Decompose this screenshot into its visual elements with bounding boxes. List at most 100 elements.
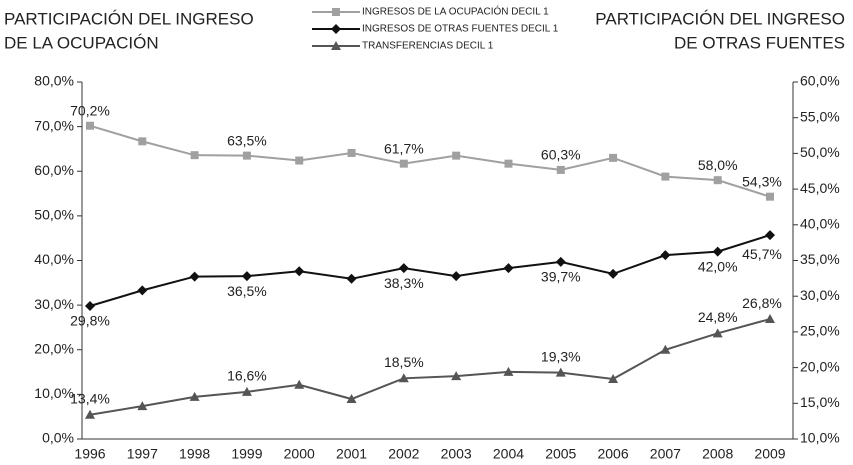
y-tick-label: 80,0% (34, 73, 74, 89)
series-line (89, 234, 771, 307)
marker (503, 366, 514, 376)
data-label: 38,3% (384, 275, 424, 291)
marker (609, 153, 618, 162)
x-tick-label: 2003 (441, 446, 472, 462)
x-tick-label: 2004 (493, 446, 524, 462)
x-tick-label: 2005 (545, 446, 576, 462)
marker (242, 151, 251, 160)
data-label: 42,0% (698, 258, 738, 274)
data-label: 45,7% (742, 246, 782, 262)
marker (451, 371, 462, 381)
data-label: 18,5% (384, 354, 424, 370)
marker (555, 367, 566, 377)
data-label: 58,0% (698, 157, 738, 173)
marker (241, 271, 252, 282)
series-line (89, 124, 771, 198)
data-label: 16,6% (227, 368, 267, 384)
y-tick-label: 0,0% (42, 430, 74, 446)
marker (765, 314, 775, 324)
y-tick-label: 60,0% (34, 162, 74, 178)
marker (138, 137, 147, 146)
marker (85, 409, 95, 419)
marker (660, 344, 671, 354)
y2-tick-label: 40,0% (800, 216, 840, 232)
x-tick-label: 2002 (388, 446, 419, 462)
y2-tick-label: 50,0% (800, 144, 840, 160)
x-tick-label: 2009 (754, 446, 785, 462)
data-label: 24,8% (698, 309, 738, 325)
marker (766, 192, 774, 201)
marker (294, 379, 305, 389)
marker (189, 391, 200, 401)
y-axis-title: DE LA OCUPACIÓN (4, 33, 159, 52)
legend-label: INGRESOS DE LA OCUPACIÓN DECIL 1 (362, 5, 549, 18)
marker (294, 266, 305, 277)
marker (85, 301, 95, 312)
marker (331, 41, 341, 50)
x-tick-label: 1996 (74, 446, 105, 462)
data-label: 19,3% (541, 348, 581, 364)
y2-tick-label: 25,0% (800, 323, 840, 339)
data-label: 63,5% (227, 132, 267, 148)
legend-label: INGRESOS DE OTRAS FUENTES DECIL 1 (362, 24, 559, 35)
marker (241, 386, 252, 396)
y-tick-label: 20,0% (34, 340, 74, 356)
marker (189, 271, 200, 282)
y2-tick-label: 45,0% (800, 180, 840, 196)
marker (555, 256, 566, 267)
y2-axis-title: DE OTRAS FUENTES (674, 33, 845, 52)
marker (712, 246, 723, 257)
y2-tick-label: 20,0% (800, 358, 840, 374)
marker (190, 151, 199, 160)
x-tick-label: 1997 (127, 446, 158, 462)
marker (452, 151, 461, 160)
marker (137, 401, 148, 411)
y2-axis-title: PARTICIPACIÓN DEL INGRESO (595, 9, 845, 28)
data-label: 13,4% (70, 390, 110, 406)
marker (712, 328, 723, 338)
marker (137, 285, 148, 296)
y2-tick-label: 30,0% (800, 287, 840, 303)
marker (608, 374, 619, 384)
data-label: 39,7% (541, 269, 581, 285)
x-tick-label: 1999 (231, 446, 262, 462)
x-tick-label: 2007 (650, 446, 681, 462)
marker (331, 24, 341, 34)
series-line (89, 318, 771, 416)
y-axis-title: PARTICIPACIÓN DEL INGRESO (4, 9, 254, 28)
y2-tick-label: 55,0% (800, 108, 840, 124)
marker (608, 268, 619, 279)
legend-label: TRANSFERENCIAS DECIL 1 (362, 41, 494, 52)
marker (451, 271, 462, 282)
x-tick-label: 2006 (597, 446, 628, 462)
data-label: 61,7% (384, 140, 424, 156)
x-tick-label: 1998 (179, 446, 210, 462)
x-tick-label: 2000 (284, 446, 315, 462)
x-tick-label: 2001 (336, 446, 367, 462)
marker (346, 394, 357, 404)
y2-tick-label: 35,0% (800, 251, 840, 267)
marker (661, 172, 670, 181)
marker (399, 159, 408, 168)
marker (347, 148, 356, 157)
marker (295, 156, 304, 165)
marker (503, 263, 514, 274)
marker (504, 159, 513, 168)
y-tick-label: 40,0% (34, 251, 74, 267)
marker (398, 373, 409, 383)
data-label: 60,3% (541, 147, 581, 163)
marker (660, 250, 671, 261)
data-label: 54,3% (742, 173, 782, 189)
marker (346, 273, 357, 284)
data-label: 70,2% (70, 102, 110, 118)
data-label: 26,8% (742, 295, 782, 311)
y-tick-label: 30,0% (34, 296, 74, 312)
data-label: 36,5% (227, 283, 267, 299)
y-tick-label: 70,0% (34, 117, 74, 133)
x-tick-label: 2008 (702, 446, 733, 462)
y-tick-label: 10,0% (34, 385, 74, 401)
marker (556, 165, 565, 174)
marker (713, 176, 722, 185)
y2-tick-label: 15,0% (800, 394, 840, 410)
